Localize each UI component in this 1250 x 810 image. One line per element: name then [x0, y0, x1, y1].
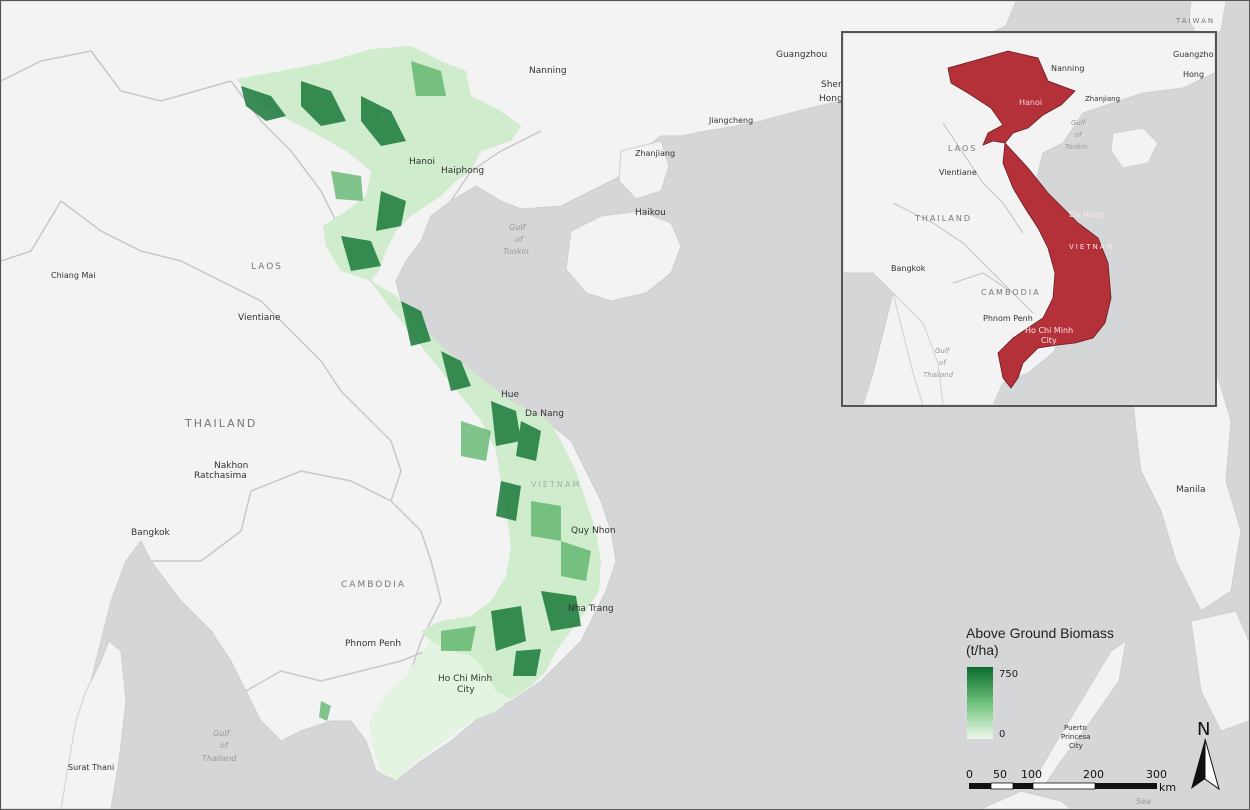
inset-vietnam-highlight [947, 50, 1112, 389]
visayas-islands [1190, 610, 1249, 732]
water-gulf-thailand-3: Thailand [202, 754, 237, 763]
city-hue: Hue [501, 390, 519, 400]
city-jiangcheng: Jiangcheng [708, 116, 753, 125]
city-shenzhen: Shen [821, 80, 844, 90]
inset-city-hong: Hong [1183, 70, 1204, 79]
city-zhanjiang: Zhanjiang [635, 149, 675, 158]
inset-water-tonkin-3: Tonkin [1065, 143, 1088, 151]
scale-unit: km [1159, 781, 1176, 794]
label-laos: LAOS [251, 262, 283, 272]
north-arrow-icon: N [1191, 719, 1220, 791]
borneo-edge [980, 790, 1072, 809]
city-hcmc-line2: City [457, 685, 475, 695]
water-gulf-thailand-1: Gulf [213, 729, 230, 738]
legend-min-label: 0 [999, 729, 1005, 740]
city-danang: Da Nang [525, 409, 564, 419]
inset-water-tonkin-2: of [1075, 131, 1083, 139]
label-taiwan: TAIWAN [1175, 17, 1215, 25]
vietnam-south-biomass [369, 641, 511, 781]
inset-city-bangkok: Bangkok [891, 264, 926, 273]
city-suratthani: Surat Thani [68, 763, 114, 772]
inset-peninsula [892, 291, 944, 405]
label-thailand: THAILAND [184, 417, 257, 430]
city-quynhon: Quy Nhon [571, 526, 616, 536]
inset-label-thailand: THAILAND [914, 214, 972, 223]
water-gulf-tonkin-3: Tonkin [503, 247, 529, 256]
inset-water-thailand-2: of [939, 359, 947, 367]
city-nhatrang: Nha Trang [568, 604, 614, 614]
inset-city-vientiane: Vientiane [939, 168, 977, 177]
inset-water-thailand-1: Gulf [935, 347, 951, 355]
leizhou-peninsula [618, 140, 670, 200]
inset-city-hcmc-line1: Ho Chi Minh [1025, 326, 1073, 335]
inset-label-laos: LAOS [948, 144, 977, 153]
palawan-island [1030, 639, 1127, 792]
inset-label-vietnam: VIETNAM [1069, 243, 1115, 251]
city-manila: Manila [1176, 485, 1206, 495]
city-vientiane: Vientiane [238, 313, 281, 323]
legend-title: Above Ground Biomass (t/ha) [966, 625, 1114, 658]
city-puerto-line1: Puerto [1064, 724, 1087, 732]
city-phnompenh: Phnom Penh [345, 639, 401, 649]
city-guangzhou: Guangzhou [776, 50, 827, 60]
city-hongkong: Hong [819, 94, 843, 104]
north-arrow-label: N [1197, 719, 1210, 740]
country-borders [1, 50, 542, 692]
inset-label-cambodia: CAMBODIA [981, 288, 1041, 297]
city-puerto-line2: Princesa [1061, 733, 1090, 741]
inset-borders [892, 122, 1034, 314]
thai-peninsula [60, 640, 127, 809]
inset-city-danang: Da Nang [1069, 210, 1104, 219]
city-bangkok: Bangkok [131, 528, 171, 538]
city-hanoi: Hanoi [409, 157, 435, 167]
water-gulf-thailand-2: of [220, 741, 229, 750]
inset-city-hcmc-line2: City [1041, 336, 1057, 345]
inset-city-guangzhou: Guangzho [1173, 50, 1214, 59]
inset-city-hanoi: Hanoi [1019, 98, 1042, 107]
city-haikou: Haikou [635, 208, 666, 218]
inset-city-phnompenh: Phnom Penh [983, 314, 1033, 323]
city-nanning: Nanning [529, 66, 567, 76]
scale-label-100: 100 [1021, 768, 1042, 781]
city-chiangmai: Chiang Mai [51, 271, 96, 280]
vietnam-biomass-layer [236, 46, 601, 781]
legend-ramp [967, 667, 993, 739]
inset-city-nanning: Nanning [1051, 64, 1084, 73]
water-gulf-tonkin-2: of [515, 235, 524, 244]
inset-city-zhanjiang: Zhanjiang [1085, 95, 1120, 103]
city-nakhon-line2: Ratchasima [194, 471, 247, 481]
city-puerto-line3: City [1069, 742, 1083, 750]
city-hcmc-line1: Ho Chi Minh [438, 674, 492, 684]
label-cambodia: CAMBODIA [341, 580, 406, 590]
scale-label-200: 200 [1083, 768, 1104, 781]
scale-label-0: 0 [966, 768, 973, 781]
water-gulf-tonkin-1: Gulf [509, 223, 526, 232]
scale-label-50: 50 [993, 768, 1007, 781]
legend-max-label: 750 [999, 669, 1018, 680]
inset-water-tonkin-1: Gulf [1071, 119, 1087, 127]
scale-bar: 0 50 100 200 300 km [966, 768, 1176, 794]
inset-water-thailand-3: Thailand [923, 371, 954, 379]
inset-map[interactable]: Nanning Guangzho Hong Zhanjiang Hanoi LA… [841, 31, 1217, 407]
water-sea: Sea [1136, 797, 1151, 806]
inset-hainan [1110, 127, 1159, 169]
city-haiphong: Haiphong [441, 166, 484, 176]
city-nakhon-line1: Nakhon [214, 461, 248, 471]
scale-label-300: 300 [1146, 768, 1167, 781]
hainan-island [565, 210, 682, 302]
label-vietnam: VIETNAM [531, 480, 581, 489]
